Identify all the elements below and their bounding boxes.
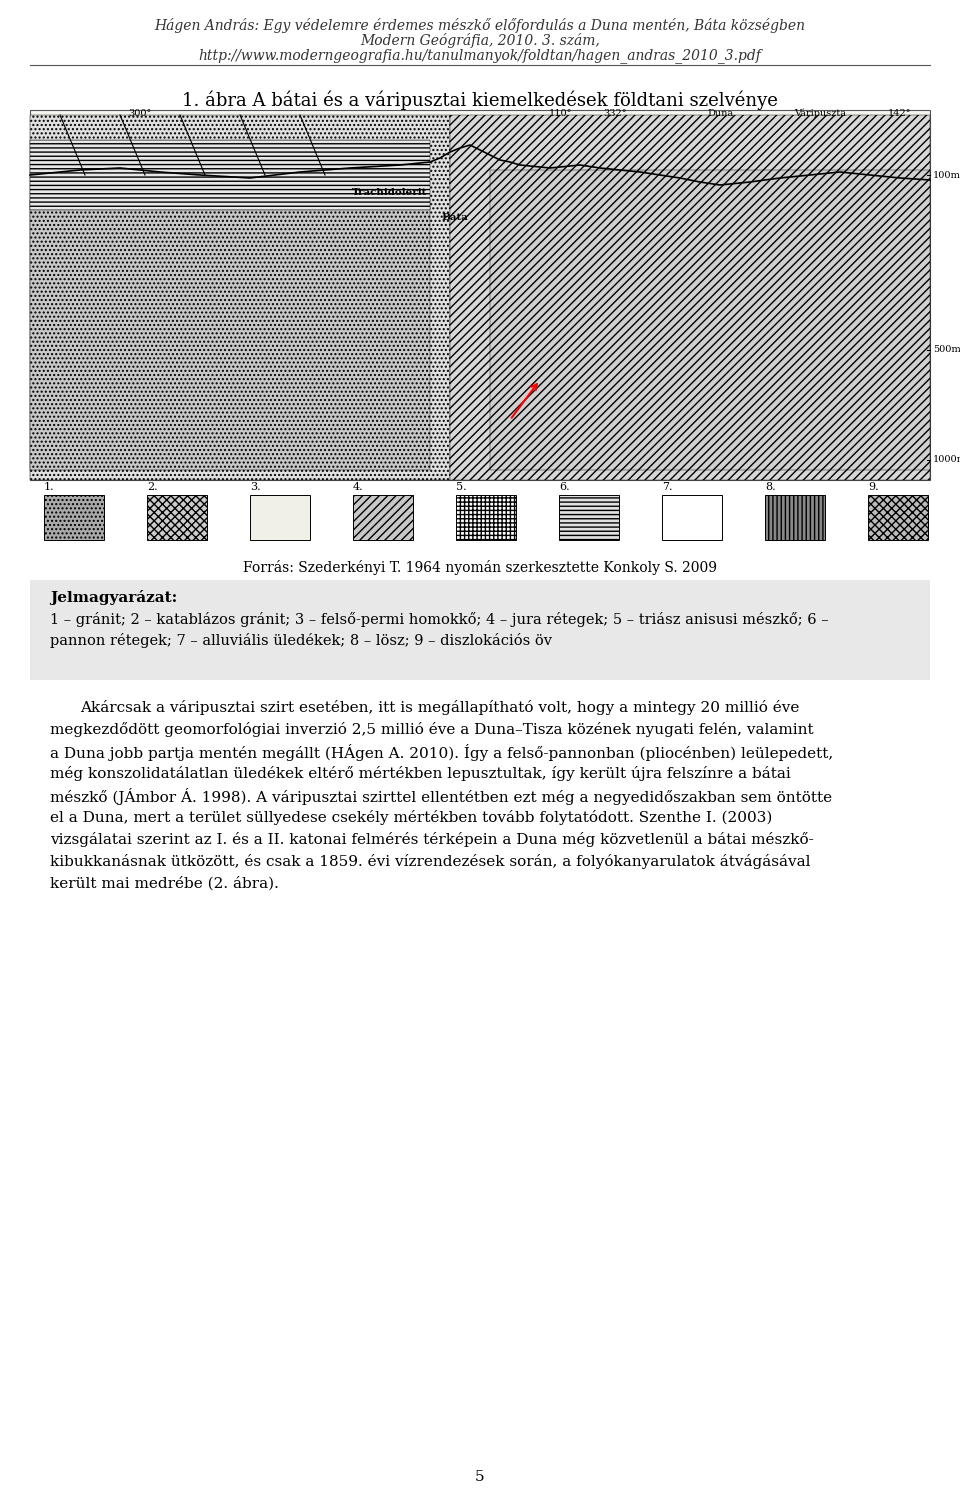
Bar [662, 495, 722, 540]
Text: 9.: 9. [868, 482, 878, 492]
Text: kibukkanásnak ütközött, és csak a 1859. évi vízrendezések során, a folyókanyarul: kibukkanásnak ütközött, és csak a 1859. … [50, 854, 810, 869]
Bar [765, 495, 825, 540]
Text: http://www.moderngeografia.hu/tanulmanyok/foldtan/hagen_andras_2010_3.pdf: http://www.moderngeografia.hu/tanulmanyo… [199, 48, 761, 63]
Text: 110°: 110° [548, 110, 572, 119]
Text: 2.: 2. [147, 482, 157, 492]
Text: megkezdődött geomorfológiai inverzió 2,5 millió éve a Duna–Tisza közének nyugati: megkezdődött geomorfológiai inverzió 2,5… [50, 722, 814, 737]
Text: még konszolidatálatlan üledékek eltérő mértékben lepusztultak, így került újra f: még konszolidatálatlan üledékek eltérő m… [50, 766, 791, 781]
Bar [559, 495, 619, 540]
Text: Modern Geógráfia, 2010. 3. szám,: Modern Geógráfia, 2010. 3. szám, [360, 33, 600, 48]
Text: 500m: 500m [933, 345, 960, 354]
Text: 300°: 300° [129, 110, 152, 119]
Text: el a Duna, mert a terület süllyedese csekély mértékben tovább folytatódott. Szen: el a Duna, mert a terület süllyedese cse… [50, 811, 773, 826]
Bar [450, 116, 930, 480]
Bar [490, 170, 930, 470]
Text: vizsgálatai szerint az I. és a II. katonai felmérés térképein a Duna még közvetl: vizsgálatai szerint az I. és a II. katon… [50, 832, 814, 847]
Text: 3.: 3. [250, 482, 260, 492]
Text: Duna: Duna [707, 110, 733, 119]
Text: Báta: Báta [442, 213, 468, 222]
Text: 8.: 8. [765, 482, 776, 492]
Text: Váripuszta: Váripuszta [794, 108, 846, 119]
Text: 142°: 142° [888, 110, 912, 119]
Text: került mai medrébe (2. ábra).: került mai medrébe (2. ábra). [50, 877, 278, 890]
Text: 100m: 100m [933, 171, 960, 180]
Text: Trachidolerit: Trachidolerit [352, 188, 428, 197]
Bar [30, 110, 930, 480]
Text: 6.: 6. [559, 482, 569, 492]
Bar [30, 140, 430, 210]
Bar [44, 495, 104, 540]
Text: 4.: 4. [353, 482, 364, 492]
Text: 1. ábra A bátai és a váripusztai kiemelkedések földtani szelvénye: 1. ábra A bátai és a váripusztai kiemelk… [182, 90, 778, 110]
Text: pannon rétegek; 7 – alluviális üledékek; 8 – lösz; 9 – diszlokációs öv: pannon rétegek; 7 – alluviális üledékek;… [50, 633, 552, 648]
Text: Akárcsak a váripusztai szirt esetében, itt is megállapítható volt, hogy a minteg: Akárcsak a váripusztai szirt esetében, i… [80, 699, 800, 714]
Text: 5.: 5. [456, 482, 467, 492]
Bar [353, 495, 413, 540]
Text: 1.: 1. [44, 482, 55, 492]
Text: 7.: 7. [662, 482, 673, 492]
Text: 1 – gránit; 2 – katablázos gránit; 3 – felső-permi homokkő; 4 – jura rétegek; 5 : 1 – gránit; 2 – katablázos gránit; 3 – f… [50, 612, 828, 627]
Text: 1000m: 1000m [933, 455, 960, 464]
Bar [456, 495, 516, 540]
Text: mészkő (JÁmbor Á. 1998). A váripusztai szirttel ellentétben ezt még a negyedidős: mészkő (JÁmbor Á. 1998). A váripusztai s… [50, 788, 832, 805]
Bar [147, 495, 207, 540]
Text: Hágen András: Egy védelemre érdemes mészkő előfordulás a Duna mentén, Báta közsé: Hágen András: Egy védelemre érdemes mész… [155, 18, 805, 33]
Text: 5: 5 [475, 1469, 485, 1484]
Bar [30, 200, 430, 470]
Text: Jelmagyarázat:: Jelmagyarázat: [50, 590, 178, 605]
Text: a Duna jobb partja mentén megállt (HÁgen A. 2010). Így a felső-pannonban (pliocé: a Duna jobb partja mentén megállt (HÁgen… [50, 744, 833, 761]
Bar [30, 579, 930, 680]
Bar [868, 495, 928, 540]
Bar [30, 116, 450, 480]
Text: 332°: 332° [603, 110, 627, 119]
Text: Forrás: Szederkényi T. 1964 nyomán szerkesztette Konkoly S. 2009: Forrás: Szederkényi T. 1964 nyomán szerk… [243, 560, 717, 575]
Bar [250, 495, 310, 540]
